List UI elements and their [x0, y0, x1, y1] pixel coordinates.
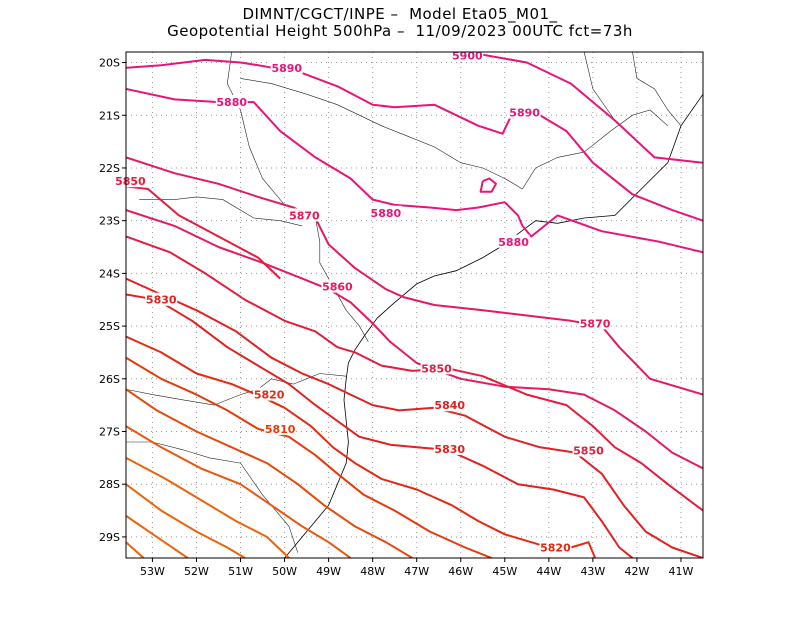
- state-border: [139, 196, 303, 227]
- coastline: [584, 93, 703, 219]
- title-line-1: DIMNT/CGCT/INPE – Model Eta05_M01_: [242, 5, 558, 23]
- contour-label-bg: [579, 316, 612, 330]
- y-tick-label: 24S: [99, 267, 120, 280]
- contour-line-5790: [126, 425, 352, 558]
- y-tick-label: 23S: [99, 215, 120, 228]
- contour-label: 5820: [540, 541, 571, 554]
- contour-label-bg: [321, 279, 354, 293]
- contour-label: 5860: [322, 281, 353, 294]
- contour-label-bg: [433, 441, 466, 455]
- contour-label: 5850: [115, 175, 146, 188]
- grid-lines: [126, 52, 703, 558]
- contour-label-bg: [264, 421, 297, 435]
- contour-label: 5840: [434, 399, 465, 412]
- axis-ticks: 53W 52W 51W 50W 49W 48W 47W 46W 45W 44W 43W 42W 41W 2…: [99, 57, 694, 578]
- y-tick-label: 25S: [99, 320, 120, 333]
- y-tick-label: 21S: [99, 109, 120, 122]
- contour-label: 5810: [265, 423, 296, 436]
- x-tick-label: 53W: [140, 565, 165, 578]
- contour-line-5830: [126, 293, 634, 558]
- contour-line-5880: [126, 87, 703, 254]
- geographic-outlines: [126, 52, 703, 558]
- contour-label-bg: [572, 443, 605, 457]
- contour-label: 5890: [509, 107, 540, 120]
- state-border: [126, 441, 299, 553]
- contour-label-bg: [114, 174, 147, 188]
- contour-line-5860: [126, 209, 703, 470]
- contour-label: 5880: [216, 96, 247, 109]
- contour-label: 5870: [580, 317, 611, 330]
- contour-line-5870: [126, 156, 703, 396]
- state-border: [240, 78, 523, 190]
- contour-line-5840: [126, 277, 703, 558]
- contour-label: 5880: [371, 207, 402, 220]
- x-tick-label: 51W: [228, 565, 253, 578]
- contour-label: 5900: [452, 50, 483, 63]
- y-tick-label: 27S: [99, 426, 120, 439]
- contour-line-5890: [126, 58, 703, 222]
- x-tick-label: 49W: [316, 565, 341, 578]
- contour-label: 5820: [254, 389, 285, 402]
- contour-labels: 5900 5890 5890 5880 5850 5870 5880 5880 5860 5830…: [114, 48, 612, 554]
- x-tick-label: 44W: [536, 565, 561, 578]
- contour-label: 5830: [146, 294, 177, 307]
- contour-label-bg: [420, 361, 453, 375]
- contour-line-5780: [126, 483, 246, 558]
- y-tick-label: 29S: [99, 531, 120, 544]
- y-tick-label: 22S: [99, 162, 120, 175]
- contour-label-bg: [433, 398, 466, 412]
- contour-line-5900: [467, 52, 703, 164]
- x-tick-label: 46W: [448, 565, 473, 578]
- x-tick-label: 47W: [404, 565, 429, 578]
- contour-label: 5870: [289, 209, 320, 222]
- state-border: [522, 109, 668, 190]
- contour-line-5850: [126, 185, 281, 280]
- contour-label-bg: [508, 105, 541, 119]
- contour-lines: [126, 52, 703, 558]
- map-frame: [125, 51, 704, 559]
- contour-label: 5880: [498, 236, 529, 249]
- contour-label-bg: [288, 208, 321, 222]
- map-title: DIMNT/CGCT/INPE – Model Eta05_M01_ Geopo…: [0, 6, 800, 40]
- contour-label: 5850: [573, 444, 604, 457]
- title-line-2: Geopotential Height 500hPa – 11/09/2023 …: [167, 22, 633, 40]
- contour-label: 5830: [434, 443, 465, 456]
- contour-label: 5850: [421, 362, 452, 375]
- y-tick-label: 26S: [99, 373, 120, 386]
- contour-line-5780: [126, 514, 189, 558]
- x-tick-label: 50W: [272, 565, 297, 578]
- state-border: [632, 52, 682, 126]
- contour-label-bg: [215, 95, 248, 109]
- state-border: [583, 52, 616, 121]
- x-tick-label: 41W: [669, 565, 694, 578]
- contour-label: 5890: [271, 62, 302, 75]
- contour-label-bg: [270, 60, 303, 74]
- contour-line-5850: [126, 235, 703, 512]
- x-tick-label: 45W: [492, 565, 517, 578]
- contour-label-bg: [253, 387, 286, 401]
- contour-label-bg: [145, 292, 178, 306]
- y-tick-label: 20S: [99, 57, 120, 70]
- y-tick-label: 28S: [99, 478, 120, 491]
- state-border: [226, 52, 369, 343]
- contour-line-5880: [479, 177, 497, 193]
- x-tick-label: 43W: [580, 565, 605, 578]
- contour-line-5800: [126, 388, 413, 558]
- x-tick-label: 42W: [624, 565, 649, 578]
- x-tick-label: 48W: [360, 565, 385, 578]
- contour-line-5780: [126, 457, 290, 558]
- contour-line-5810: [126, 356, 492, 558]
- contour-label-bg: [539, 540, 572, 554]
- contour-label-bg: [369, 205, 402, 219]
- contour-label-bg: [497, 234, 530, 248]
- contour-line-5780: [126, 541, 145, 558]
- x-tick-label: 52W: [184, 565, 209, 578]
